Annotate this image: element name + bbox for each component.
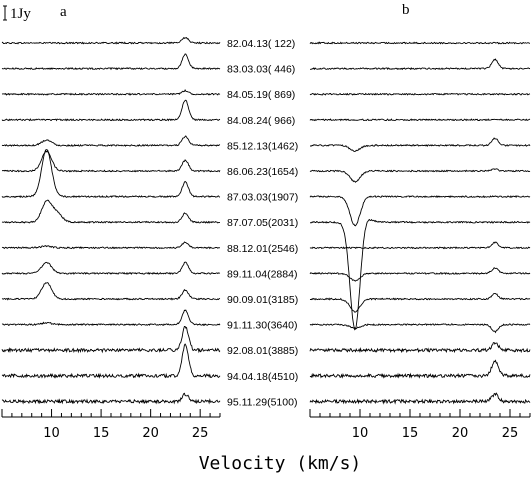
- spectrum-b-0: [309, 41, 531, 45]
- spectrum-b-11: [309, 323, 531, 334]
- spectrum-a-6: [1, 149, 221, 199]
- tick-label-b-10: 10: [352, 426, 369, 441]
- spectrum-b-5: [309, 168, 531, 183]
- spectrum-a-3: [1, 99, 221, 122]
- panel-label-b: b: [402, 2, 410, 18]
- spectrum-b-4: [310, 137, 531, 152]
- spectrum-b-7: [309, 218, 531, 331]
- epoch-label: 90.09.01(3185): [227, 294, 298, 306]
- spectrum-a-1: [1, 53, 221, 71]
- epoch-label: 91.11.30(3640): [227, 320, 297, 332]
- epoch-labels: 82.04.13( 122) 83.03.03( 446) 84.05.19( 86…: [227, 38, 298, 408]
- spectrum-a-5: [1, 149, 221, 173]
- epoch-label: 83.03.03( 446): [227, 64, 295, 76]
- spectrum-a-0: [1, 36, 221, 45]
- scale-bar-label: 1Jy: [10, 6, 31, 22]
- spectrum-b-3: [309, 118, 531, 122]
- panel-b-x-axis: 10 15 20 25: [309, 409, 531, 441]
- epoch-label: 92.08.01(3885): [227, 345, 298, 357]
- spectrum-a-4: [1, 135, 221, 147]
- spectrum-b-9: [309, 267, 531, 282]
- tick-label-a-20: 20: [142, 426, 159, 441]
- epoch-label: 85.12.13(1462): [227, 140, 298, 152]
- spectrum-a-13: [1, 343, 221, 379]
- spectrum-a-2: [1, 89, 221, 96]
- spectrum-a-8: [1, 241, 221, 250]
- tick-label-b-25: 25: [502, 426, 519, 441]
- scale-bar: 1Jy: [3, 5, 31, 22]
- spectrum-b-2: [309, 92, 531, 96]
- spectrum-b-13: [309, 359, 531, 379]
- spectrum-a-10: [1, 282, 221, 301]
- epoch-label: 86.06.23(1654): [227, 166, 298, 178]
- epoch-label: 94.04.18(4510): [227, 371, 298, 383]
- spectrum-a-12: [1, 326, 221, 354]
- spectrum-a-7: [1, 199, 220, 224]
- tick-label-b-15: 15: [402, 426, 419, 441]
- epoch-label: 88.12.01(2546): [227, 243, 298, 255]
- spectrum-b-8: [309, 241, 531, 250]
- epoch-label: 87.03.03(1907): [227, 192, 298, 204]
- epoch-label: 95.11.29(5100): [227, 396, 297, 408]
- panel-b-spectra: [309, 41, 531, 405]
- epoch-label: 87.07.05(2031): [227, 217, 298, 229]
- panel-a-x-axis: 10 15 20 25: [1, 409, 221, 441]
- spectrum-b-1: [310, 58, 531, 71]
- spectrum-a-14: [1, 392, 221, 405]
- spectrum-b-10: [309, 292, 531, 313]
- spectrum-a-9: [1, 261, 221, 276]
- epoch-label: 84.05.19( 869): [227, 89, 295, 101]
- panel-a-spectra: [1, 36, 221, 405]
- panel-label-a: a: [60, 4, 67, 20]
- epoch-label: 89.11.04(2884): [227, 268, 297, 280]
- epoch-label: 82.04.13( 122): [227, 38, 295, 50]
- tick-label-b-20: 20: [452, 426, 469, 441]
- tick-label-a-15: 15: [93, 426, 110, 441]
- spectrum-b-12: [309, 341, 531, 354]
- spectrum-b-14: [309, 392, 531, 405]
- epoch-label: 84.08.24( 966): [227, 115, 295, 127]
- tick-label-a-25: 25: [192, 426, 209, 441]
- spectrum-b-6: [309, 195, 531, 227]
- spectrum-a-11: [1, 309, 221, 327]
- tick-label-a-10: 10: [43, 426, 60, 441]
- x-axis-label: Velocity (km/s): [199, 453, 362, 474]
